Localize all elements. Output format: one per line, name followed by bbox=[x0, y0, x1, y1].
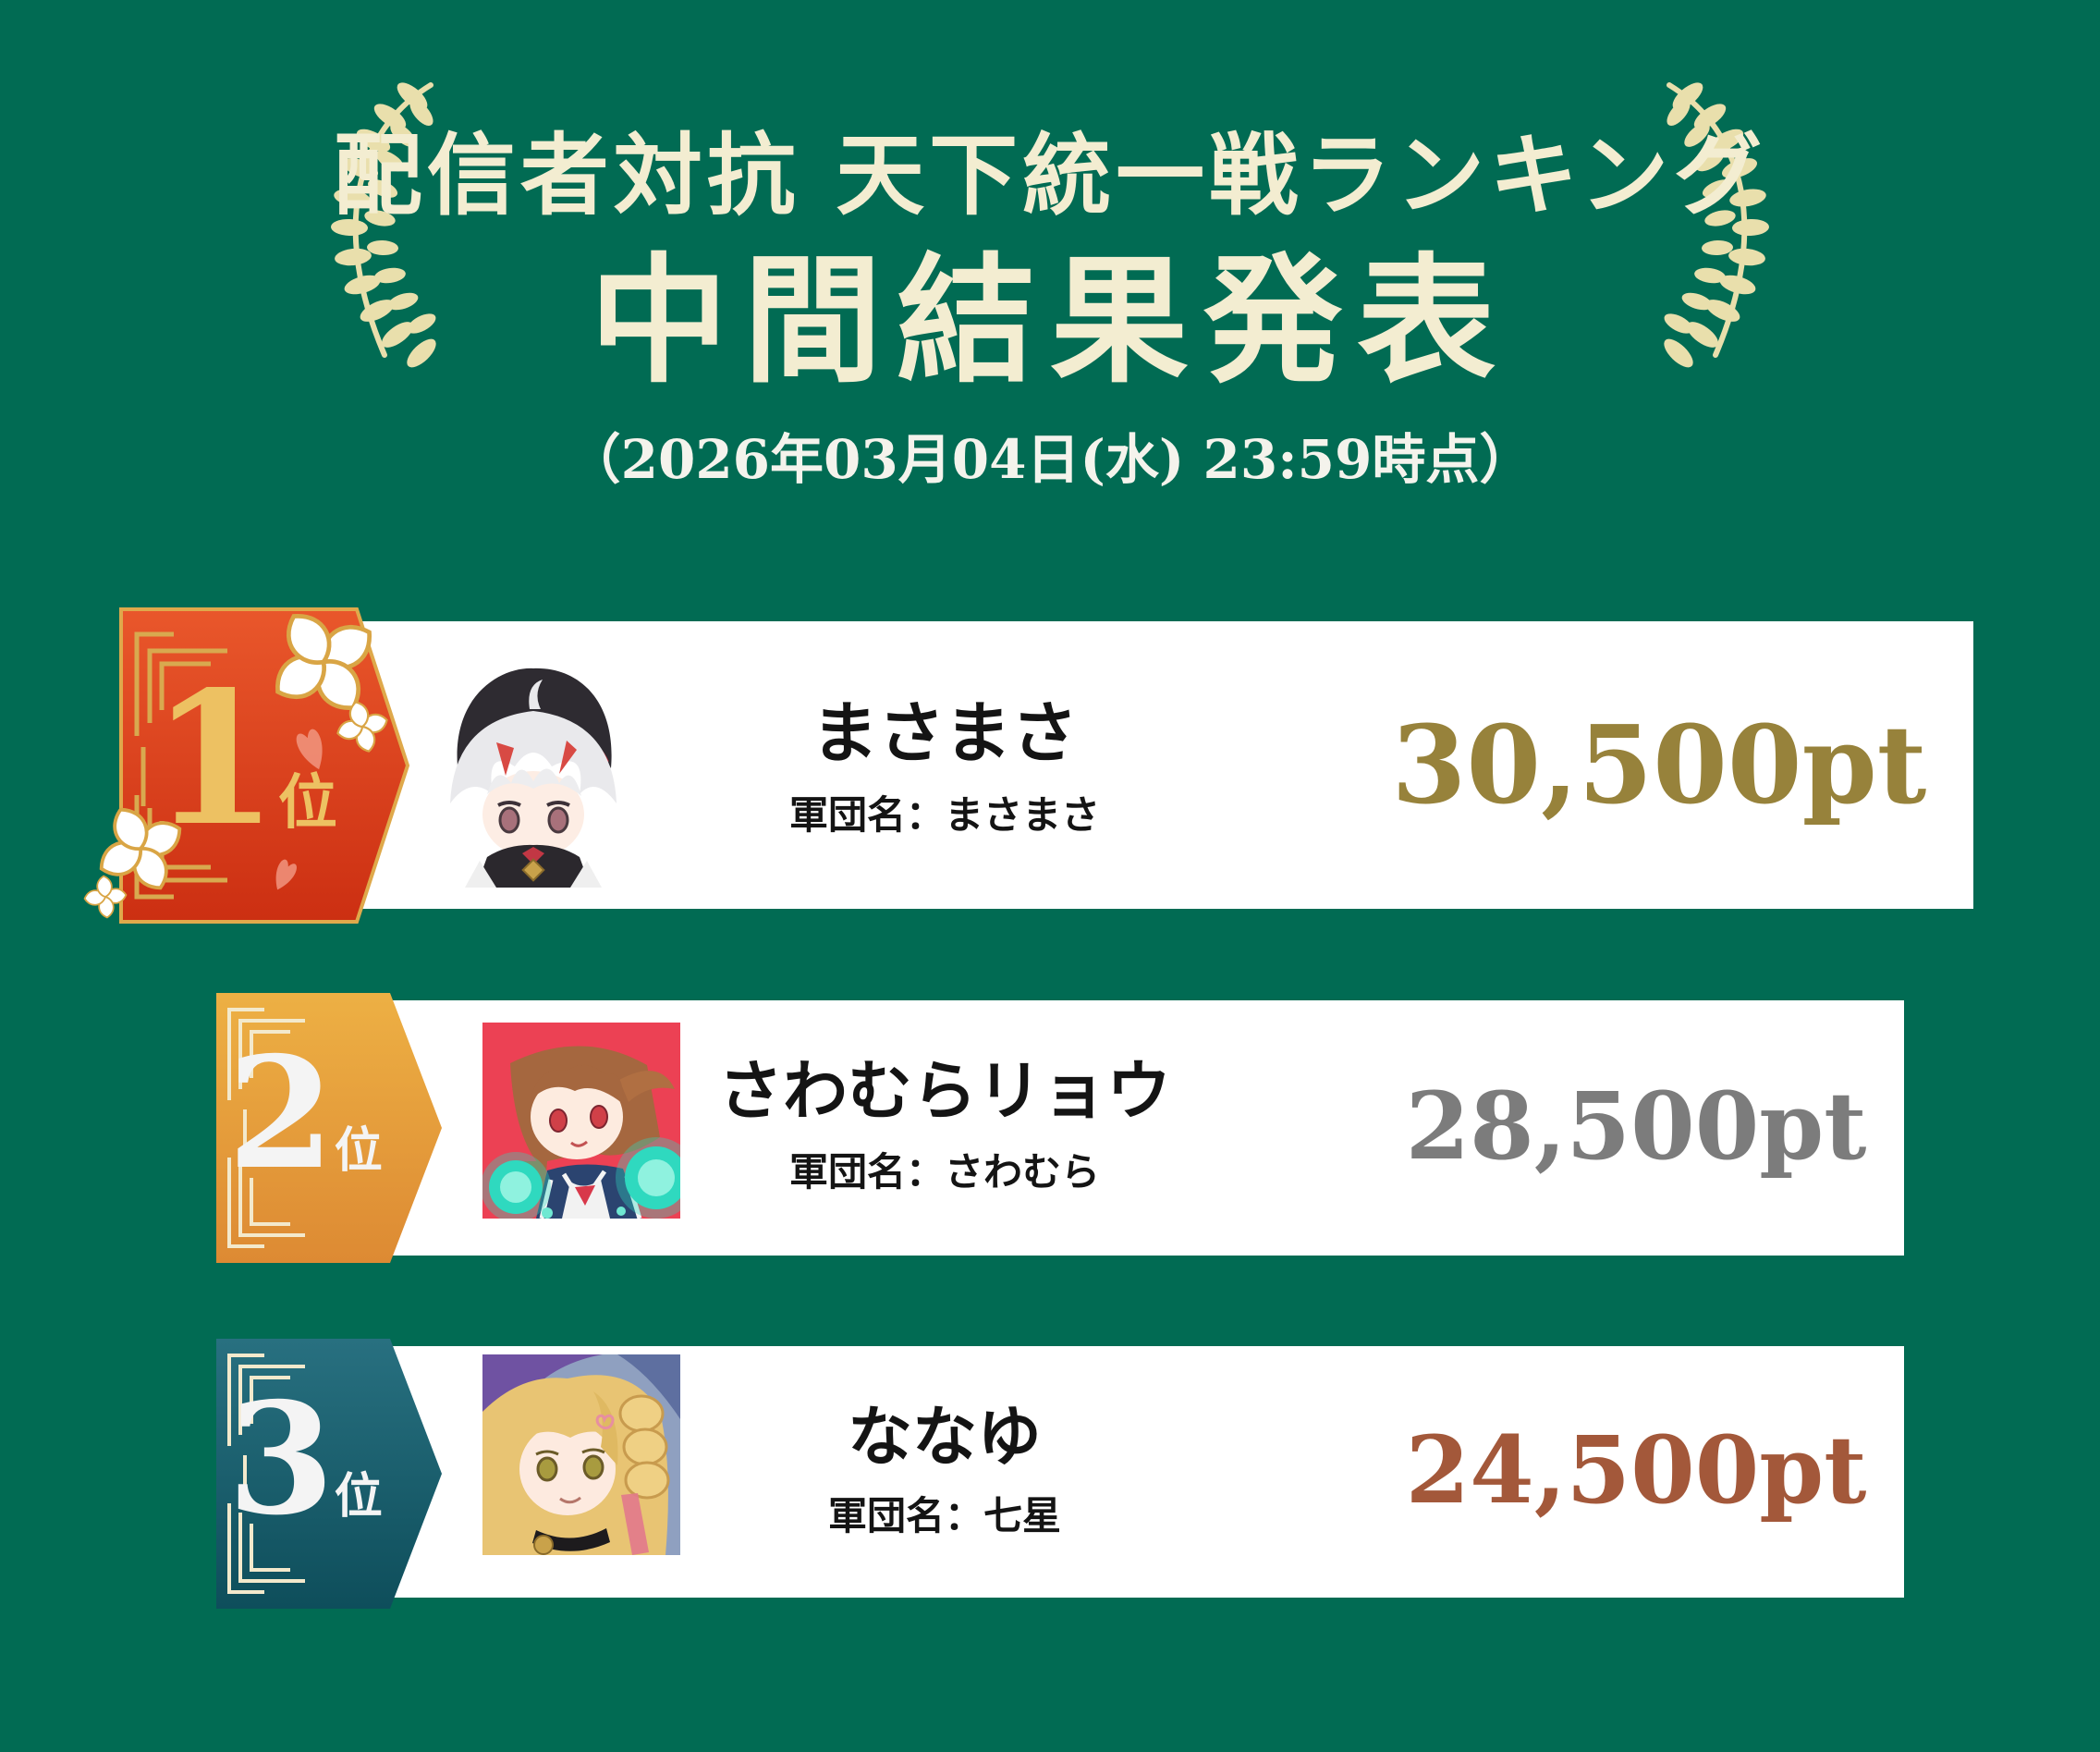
rank-3-streamer-name: ななゆ bbox=[848, 1398, 1042, 1475]
corner-ornament-icon bbox=[227, 1008, 305, 1248]
flower-decoration-icon bbox=[83, 588, 471, 949]
rank-1-corps-name: 軍団名：まさまさ bbox=[788, 792, 1100, 838]
timestamp-note: （2026年03月04日(水) 23:59時点） bbox=[567, 428, 1533, 491]
rank-2-points: 28,500pt bbox=[1405, 1072, 1867, 1181]
rank-1-card bbox=[120, 621, 1973, 909]
rank-3-number: 3位 bbox=[227, 1369, 383, 1550]
rank-2-avatar-image bbox=[482, 1023, 680, 1219]
rank-3-avatar-image bbox=[482, 1354, 680, 1555]
rank-2-badge bbox=[216, 993, 442, 1263]
laurel-branch-right-icon bbox=[1664, 82, 1769, 368]
rank-3-points: 24,500pt bbox=[1405, 1415, 1867, 1525]
rank-1-number: 1位 bbox=[151, 651, 337, 866]
corner-ornament-icon bbox=[227, 1354, 305, 1594]
rank-2-corps-name: 軍団名：さわむら bbox=[788, 1149, 1100, 1195]
rank-2-number: 2位 bbox=[227, 1023, 383, 1204]
rank-3-corps-name: 軍団名：七星 bbox=[827, 1493, 1061, 1538]
rank-1-points: 30,500pt bbox=[1391, 703, 1927, 828]
rank-3-badge bbox=[216, 1339, 442, 1609]
event-title: 配信者対抗 天下統一戦ランキング bbox=[333, 123, 1767, 227]
rank-1-streamer-name: まさまさ bbox=[811, 693, 1078, 772]
announcement-title: 中間結果発表 bbox=[589, 239, 1510, 402]
laurel-branch-left-icon bbox=[331, 82, 436, 368]
rank-2-streamer-name: さわむらリョウ bbox=[718, 1052, 1171, 1129]
rank-1-avatar-image bbox=[441, 654, 626, 888]
